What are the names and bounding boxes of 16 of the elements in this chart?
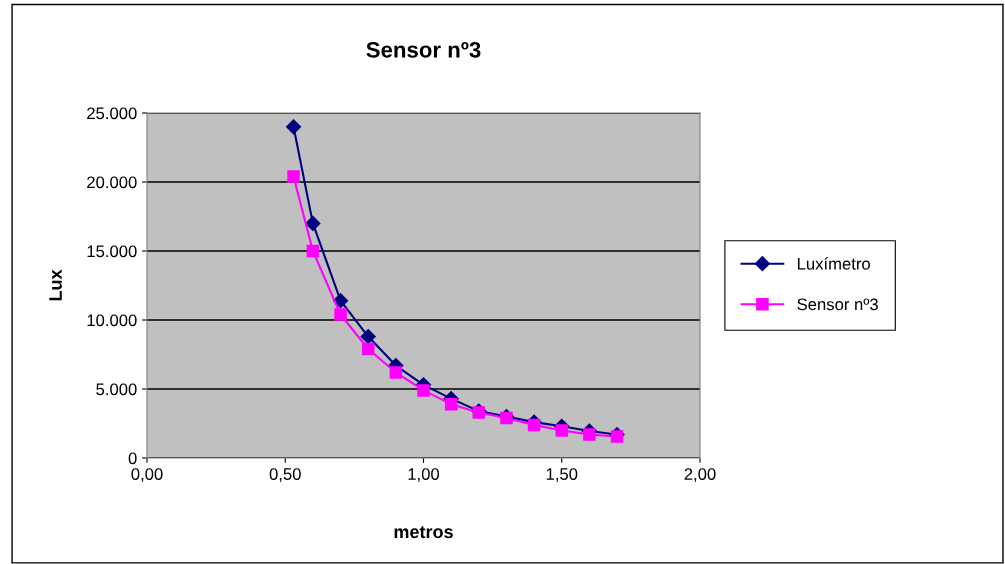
x-tick-label: 1,50: [546, 468, 578, 482]
legend-label: Luxímetro: [797, 257, 870, 270]
y-tick-label: 15.000: [87, 245, 137, 258]
y-axis-title: Lux: [49, 269, 62, 301]
x-tick-label: 1,00: [408, 468, 440, 482]
chart-title: Sensor nº3: [366, 41, 481, 58]
y-tick-label: 20.000: [87, 176, 137, 189]
x-axis-title: metros: [394, 526, 453, 539]
y-tick-label: 5.000: [96, 383, 137, 396]
x-tick-label: 2,00: [684, 468, 716, 482]
x-tick-label: 0,50: [269, 468, 301, 482]
y-tick-label: 25.000: [87, 107, 137, 120]
y-tick-label: 0: [128, 452, 137, 465]
y-tick-label: 10.000: [87, 314, 137, 327]
legend-label: Sensor nº3: [797, 298, 878, 311]
x-tick-label: 0,00: [131, 468, 163, 482]
